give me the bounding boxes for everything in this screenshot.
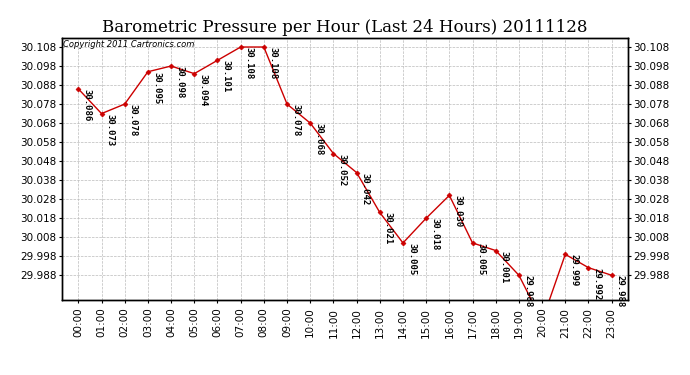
Text: 30.098: 30.098 — [175, 66, 184, 98]
Text: 30.042: 30.042 — [361, 172, 370, 205]
Text: 30.001: 30.001 — [500, 251, 509, 283]
Text: 30.095: 30.095 — [152, 72, 161, 104]
Text: 30.073: 30.073 — [106, 114, 115, 146]
Text: 30.018: 30.018 — [431, 218, 440, 250]
Text: 29.988: 29.988 — [523, 275, 532, 308]
Text: 29.964: 29.964 — [0, 374, 1, 375]
Text: 30.005: 30.005 — [407, 243, 416, 275]
Text: 30.108: 30.108 — [268, 47, 277, 79]
Title: Barometric Pressure per Hour (Last 24 Hours) 20111128: Barometric Pressure per Hour (Last 24 Ho… — [102, 19, 588, 36]
Text: 30.086: 30.086 — [83, 89, 92, 121]
Text: 30.052: 30.052 — [337, 153, 346, 186]
Text: 30.078: 30.078 — [291, 104, 300, 136]
Text: 30.101: 30.101 — [221, 60, 230, 93]
Text: 30.108: 30.108 — [245, 47, 254, 79]
Text: 30.068: 30.068 — [315, 123, 324, 155]
Text: 30.078: 30.078 — [129, 104, 138, 136]
Text: 29.992: 29.992 — [593, 268, 602, 300]
Text: Copyright 2011 Cartronics.com: Copyright 2011 Cartronics.com — [63, 40, 195, 49]
Text: 30.005: 30.005 — [477, 243, 486, 275]
Text: 30.030: 30.030 — [453, 195, 462, 228]
Text: 30.094: 30.094 — [199, 74, 208, 106]
Text: 29.988: 29.988 — [616, 275, 625, 308]
Text: 29.999: 29.999 — [569, 254, 578, 286]
Text: 30.021: 30.021 — [384, 213, 393, 245]
